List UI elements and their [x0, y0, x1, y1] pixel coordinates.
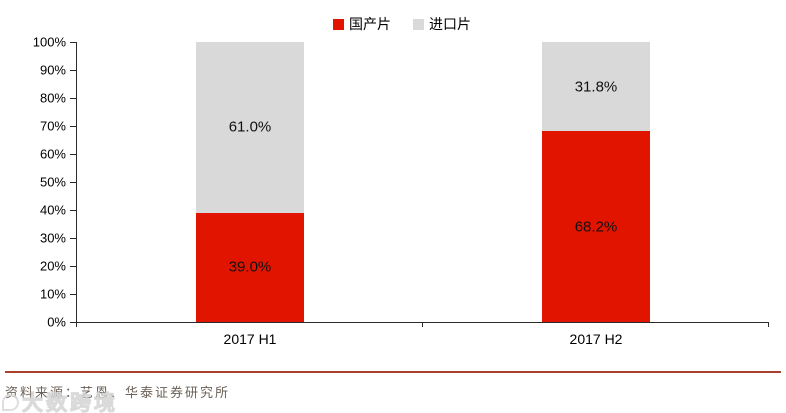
legend-label-imported: 进口片 — [429, 16, 471, 32]
legend-item-imported: 进口片 — [413, 17, 471, 31]
y-axis-line — [76, 42, 77, 322]
chart-legend: 国产片 进口片 — [76, 17, 728, 31]
footer-divider — [5, 371, 781, 373]
y-axis-tick — [70, 70, 76, 71]
y-axis-tick-label: 50% — [39, 174, 66, 190]
legend-swatch-domestic-icon — [333, 18, 344, 30]
x-axis-tick — [768, 322, 769, 327]
y-axis-tick — [70, 294, 76, 295]
bar-value-label: 31.8% — [574, 78, 618, 96]
bar-value-label: 68.2% — [574, 218, 618, 235]
y-axis-tick-label: 10% — [39, 286, 66, 302]
x-axis-tick — [76, 322, 77, 327]
legend-item-domestic: 国产片 — [333, 17, 391, 31]
legend-label-domestic: 国产片 — [349, 16, 391, 32]
bar-segment-2017-h2-1: 31.8% — [542, 42, 650, 132]
x-axis-tick — [422, 322, 423, 327]
y-axis-tick-label: 90% — [39, 62, 66, 78]
y-axis-tick — [70, 322, 76, 323]
y-axis-tick — [70, 42, 76, 43]
bar-segment-2017-h1-0: 39.0% — [196, 212, 304, 322]
source-attribution: 资料来源：艺恩、华泰证券研究所 — [5, 386, 231, 401]
y-axis-tick — [70, 266, 76, 267]
y-axis-tick-label: 100% — [32, 34, 66, 50]
x-axis-category-label: 2017 H2 — [569, 331, 623, 347]
y-axis-tick-label: 30% — [39, 230, 66, 246]
y-axis-tick-label: 70% — [39, 118, 66, 134]
y-axis-tick-label: 60% — [39, 146, 66, 162]
bar-segment-2017-h1-1: 61.0% — [196, 42, 304, 213]
y-axis-tick — [70, 210, 76, 211]
y-axis-tick-label: 0% — [47, 314, 66, 330]
y-axis-tick-label: 40% — [39, 202, 66, 218]
y-axis-tick — [70, 154, 76, 155]
y-axis-tick — [70, 126, 76, 127]
y-axis-tick — [70, 98, 76, 99]
y-axis-tick-label: 20% — [39, 258, 66, 274]
bar-segment-2017-h2-0: 68.2% — [542, 131, 650, 322]
y-axis-tick — [70, 182, 76, 183]
y-axis-tick-label: 80% — [39, 90, 66, 106]
bar-value-label: 61.0% — [228, 118, 272, 136]
y-axis-tick — [70, 238, 76, 239]
legend-swatch-imported-icon — [413, 18, 424, 30]
x-axis-category-label: 2017 H1 — [223, 331, 277, 347]
bar-value-label: 39.0% — [228, 258, 272, 276]
